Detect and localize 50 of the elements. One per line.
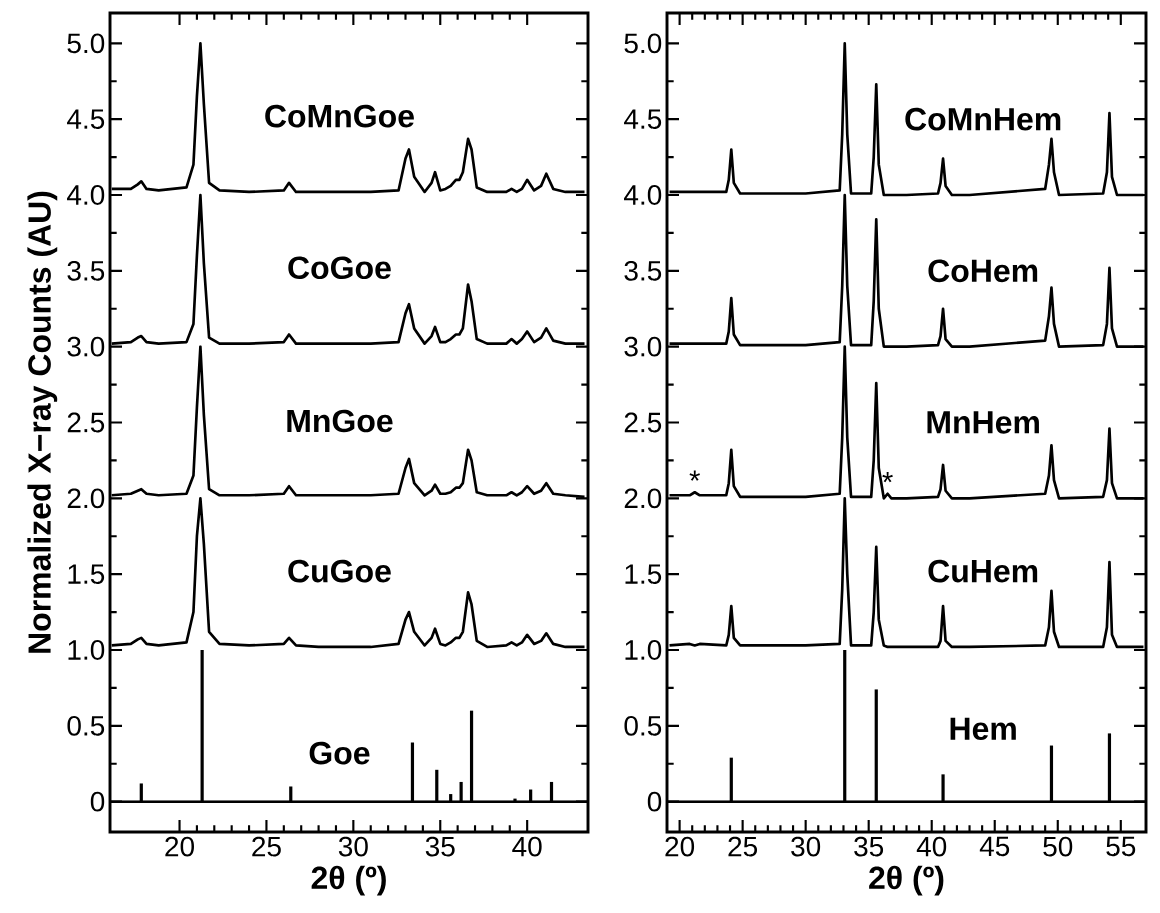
x-tick-label: 50 xyxy=(1043,836,1073,857)
x-axis-title: 2θ (º) xyxy=(311,865,386,896)
x-tick-label: 30 xyxy=(791,836,821,857)
series-label: Hem xyxy=(950,717,1016,741)
y-tick-label: 2.0 xyxy=(67,488,105,509)
y-tick-label: 1.5 xyxy=(68,564,105,584)
y-tick-label: 1.0 xyxy=(625,640,662,660)
y-tick-label: 4.0 xyxy=(624,185,662,205)
x-tick-label: 25 xyxy=(728,836,758,857)
series-label: CuGoe xyxy=(288,559,391,583)
y-tick-label: 2.5 xyxy=(624,412,662,433)
y-tick-label: 3.5 xyxy=(67,260,105,281)
legend-label: CoMnHem xyxy=(905,107,1061,131)
x-tick-label: 20 xyxy=(165,836,194,857)
y-tick-label: 2.0 xyxy=(624,488,662,509)
x-tick-label: 40 xyxy=(512,836,542,857)
series-label: CoGoe xyxy=(288,256,391,280)
series-label: Goe xyxy=(309,741,370,765)
y-tick-label: 1.0 xyxy=(68,640,105,660)
series-label: MnGoe xyxy=(287,409,393,433)
y-tick-label: 3.5 xyxy=(624,260,662,281)
x-tick-label: 55 xyxy=(1106,836,1136,857)
y-tick-label: 4.5 xyxy=(624,109,662,129)
series-label: CuHem xyxy=(928,559,1038,583)
y-tick-label: 0.5 xyxy=(67,715,105,736)
x-tick-label: 45 xyxy=(979,836,1010,857)
y-tick-label: 0 xyxy=(90,791,105,812)
y-tick-label: 1.5 xyxy=(625,564,662,584)
y-tick-label: 4.5 xyxy=(67,109,105,129)
y-tick-label: 4.0 xyxy=(67,185,105,205)
series-label: MnHem xyxy=(927,411,1039,434)
y-tick-label: 2.5 xyxy=(67,412,105,433)
y-axis-title: Normalized X−ray Counts (AU) xyxy=(27,191,58,653)
x-tick-label: 30 xyxy=(338,836,368,857)
x-tick-label: 20 xyxy=(665,836,695,857)
y-tick-label: 5.0 xyxy=(67,33,105,54)
y-tick-label: 0.5 xyxy=(624,715,662,736)
series-label: CoHem xyxy=(928,259,1038,283)
x-tick-label: 40 xyxy=(916,836,947,857)
y-tick-label: 3.0 xyxy=(67,336,105,357)
x-axis-title: 2θ (º) xyxy=(869,865,944,896)
y-tick-label: 0 xyxy=(647,791,662,812)
series-label: CoMnGoe xyxy=(265,104,414,128)
x-tick-label: 35 xyxy=(854,836,884,857)
annotation: * xyxy=(689,470,700,481)
x-tick-label: 35 xyxy=(425,836,455,857)
annotation: * xyxy=(882,471,893,483)
x-tick-label: 25 xyxy=(252,836,281,857)
y-tick-label: 3.0 xyxy=(624,336,662,357)
y-tick-label: 5.0 xyxy=(624,33,662,54)
